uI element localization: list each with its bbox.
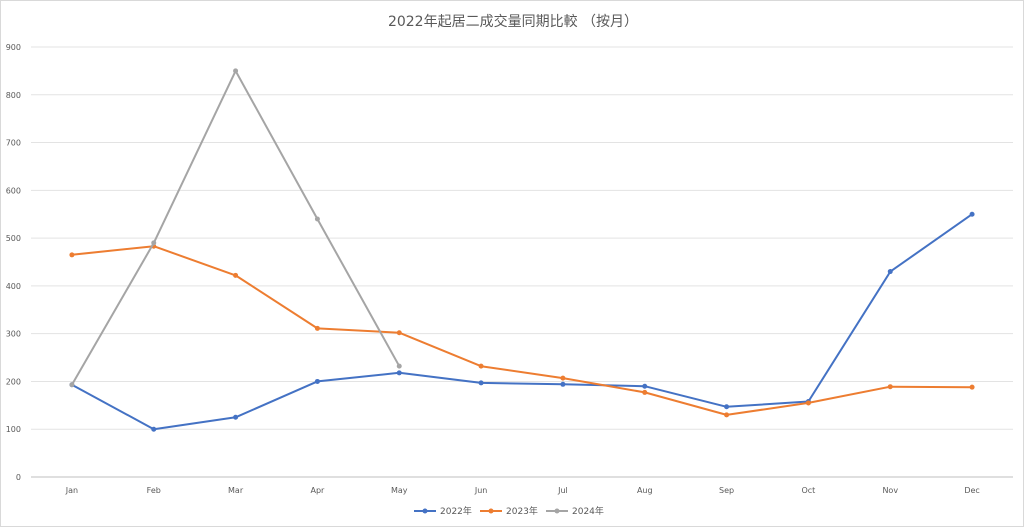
legend-label: 2023年	[506, 505, 538, 517]
legend-marker	[554, 508, 560, 514]
x-tick-label: Jan	[65, 486, 78, 495]
data-point	[642, 383, 648, 389]
x-tick-label: Feb	[147, 486, 161, 495]
legend-marker	[422, 508, 428, 514]
data-point	[396, 370, 402, 376]
x-tick-label: Oct	[801, 486, 815, 495]
data-point	[560, 381, 566, 387]
data-point	[69, 252, 75, 258]
data-point	[151, 426, 157, 432]
data-point	[151, 240, 157, 246]
x-tick-label: Jul	[557, 486, 568, 495]
y-tick-label: 300	[6, 330, 21, 339]
y-tick-label: 0	[16, 473, 21, 482]
series-line-1	[71, 213, 973, 431]
data-point	[560, 375, 566, 381]
x-tick-label: Sep	[719, 486, 734, 495]
data-point	[969, 384, 975, 390]
data-point	[724, 412, 730, 418]
data-point	[887, 384, 893, 390]
data-point	[642, 389, 648, 395]
data-point	[314, 325, 320, 331]
data-point	[478, 363, 484, 369]
data-point	[69, 382, 75, 388]
legend-label: 2024年	[572, 505, 604, 517]
y-tick-label: 800	[6, 91, 21, 100]
x-tick-label: Apr	[310, 486, 325, 495]
legend-label: 2022年	[440, 505, 472, 517]
data-point	[478, 380, 484, 386]
data-point	[314, 216, 320, 222]
series-line-2	[71, 245, 973, 416]
legend-marker	[488, 508, 494, 514]
x-tick-label: Nov	[882, 486, 898, 495]
data-point	[887, 269, 893, 275]
x-tick-label: Jun	[474, 486, 488, 495]
data-point	[233, 272, 239, 278]
x-tick-label: Mar	[228, 486, 244, 495]
x-tick-label: Dec	[964, 486, 979, 495]
y-tick-label: 100	[6, 425, 21, 434]
y-tick-label: 700	[6, 139, 21, 148]
data-point	[314, 378, 320, 384]
data-point	[396, 363, 402, 369]
y-tick-label: 900	[6, 43, 21, 52]
data-point	[233, 68, 239, 74]
data-point	[233, 414, 239, 420]
y-tick-label: 500	[6, 234, 21, 243]
chart-title: 2022年起居二成交量同期比較 （按月）	[387, 14, 639, 30]
y-tick-label: 600	[6, 186, 21, 195]
x-tick-label: May	[391, 486, 408, 495]
y-tick-label: 200	[6, 377, 21, 386]
x-tick-label: Aug	[637, 486, 653, 495]
data-point	[969, 211, 975, 217]
data-point	[724, 404, 730, 410]
data-point	[396, 330, 402, 336]
series-line-3	[71, 69, 401, 386]
data-point	[805, 400, 811, 406]
y-tick-label: 400	[6, 282, 21, 291]
